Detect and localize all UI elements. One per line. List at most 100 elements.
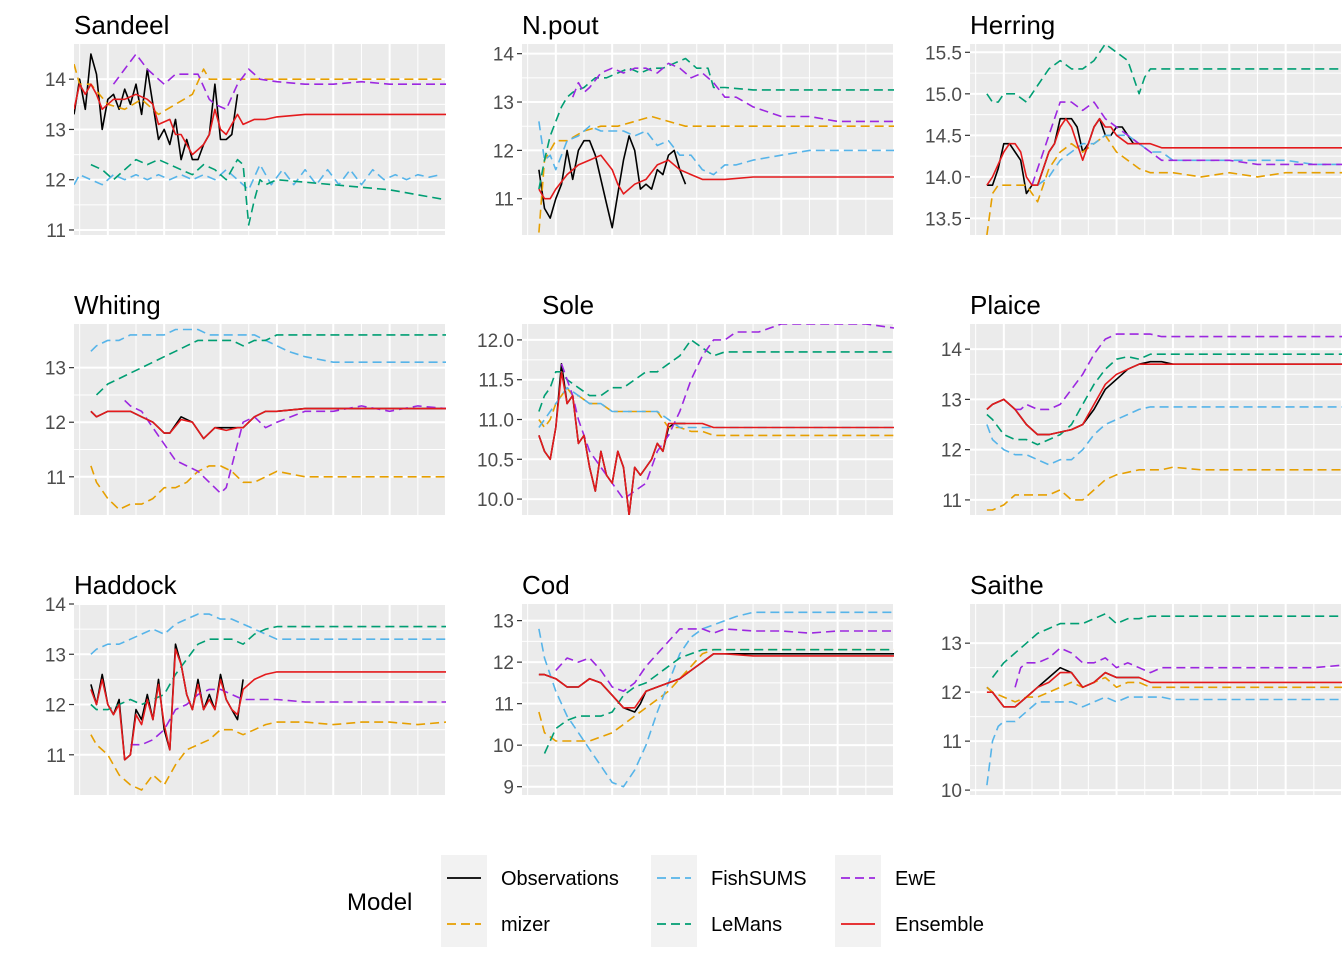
series-line-ewe bbox=[571, 62, 894, 123]
legend-item-fishsums: FishSUMS bbox=[651, 855, 807, 901]
legend-label: EwE bbox=[895, 868, 936, 890]
y-tick-label: 11 bbox=[46, 221, 66, 242]
legend-label: FishSUMS bbox=[711, 868, 807, 890]
y-tick-label: 11 bbox=[494, 190, 514, 211]
series-line-ensemble bbox=[538, 370, 894, 515]
panel-sole: 10.0 10.5 11.0 11.5 12.0 Sole bbox=[477, 290, 895, 515]
y-tick-label: 15.5 bbox=[925, 43, 962, 64]
y-tick-label: 10 bbox=[493, 736, 514, 757]
y-tick-label: 12 bbox=[45, 171, 66, 192]
legend-item-lemans: LeMans bbox=[651, 901, 782, 947]
series-line-mizer bbox=[90, 465, 446, 511]
y-tick-label: 14 bbox=[493, 45, 515, 66]
y-tick-label: 13 bbox=[941, 390, 962, 411]
series-line-observations bbox=[538, 135, 687, 229]
series-line-ewe bbox=[112, 53, 446, 111]
panel-title: Saithe bbox=[970, 570, 1044, 600]
series-line-observations bbox=[74, 53, 239, 161]
series-line-fishsums bbox=[538, 121, 894, 176]
series-line-ensemble bbox=[90, 648, 446, 761]
legend-item-mizer: mizer bbox=[441, 901, 550, 947]
y-tick-label: 14 bbox=[941, 340, 963, 361]
panel-title: Sole bbox=[542, 290, 594, 320]
panel-title: Plaice bbox=[970, 290, 1041, 320]
series-lines bbox=[90, 328, 446, 511]
y-tick-label: 14.5 bbox=[925, 126, 962, 147]
panel-saithe: 10 11 12 13 Saithe bbox=[941, 570, 1343, 802]
legend-label: LeMans bbox=[711, 914, 782, 936]
series-line-ewe bbox=[1014, 647, 1342, 688]
panel-n-pout: 11 12 13 14 N.pout bbox=[493, 10, 895, 235]
y-tick-label: 15.0 bbox=[925, 85, 962, 106]
y-tick-label: 10 bbox=[941, 781, 962, 802]
legend-items: Observations mizer FishSUMS LeMans EwE Ensemb… bbox=[441, 855, 984, 947]
legend-label: Ensemble bbox=[895, 914, 984, 936]
y-tick-label: 10.0 bbox=[477, 490, 514, 511]
y-tick-label: 12 bbox=[493, 141, 514, 162]
series-line-ensemble bbox=[538, 652, 894, 709]
series-line-lemans bbox=[986, 353, 1342, 446]
series-line-lemans bbox=[538, 57, 894, 190]
series-line-ensemble bbox=[986, 671, 1342, 708]
y-tick-label: 14 bbox=[45, 70, 67, 91]
y-tick-label: 11 bbox=[942, 732, 962, 753]
gridlines bbox=[970, 324, 1343, 515]
panel-title: N.pout bbox=[522, 10, 599, 40]
y-tick-label: 13 bbox=[941, 634, 962, 655]
series-line-fishsums bbox=[986, 696, 1342, 786]
y-tick-label: 12 bbox=[941, 683, 962, 704]
panel-whiting: 11 12 13 Whiting bbox=[45, 290, 447, 515]
series-line-lemans bbox=[986, 44, 1342, 103]
y-tick-label: 12 bbox=[941, 441, 962, 462]
panel-herring: 13.5 14.0 14.5 15.0 15.5 Herring bbox=[925, 10, 1343, 235]
y-tick-label: 11 bbox=[942, 491, 962, 512]
series-lines bbox=[74, 53, 446, 226]
y-tick-label: 11 bbox=[494, 695, 514, 716]
y-tick-label: 12.0 bbox=[477, 331, 514, 352]
series-lines bbox=[90, 613, 446, 791]
series-line-lemans bbox=[543, 648, 894, 754]
panel-title: Sandeel bbox=[74, 10, 169, 40]
panel-haddock: 11 12 13 14 Haddock bbox=[45, 570, 447, 795]
series-line-ewe bbox=[1031, 101, 1342, 186]
panel-plaice: 11 12 13 14 Plaice bbox=[941, 290, 1343, 515]
series-lines bbox=[538, 324, 894, 515]
panel-cod: 9 10 11 12 13 Cod bbox=[493, 570, 895, 799]
legend: Model Observations mizer FishSUMS LeMans EwE… bbox=[347, 855, 984, 947]
legend-item-observations: Observations bbox=[441, 855, 619, 901]
y-tick-label: 14 bbox=[45, 595, 67, 616]
panel-title: Haddock bbox=[74, 570, 178, 600]
series-line-lemans bbox=[90, 158, 446, 226]
legend-label: mizer bbox=[501, 914, 550, 936]
y-tick-label: 13.5 bbox=[925, 209, 962, 230]
gridlines bbox=[74, 603, 447, 795]
panel-sandeel: 11 12 13 14 Sandeel bbox=[45, 10, 447, 242]
series-line-mizer bbox=[538, 115, 894, 233]
y-tick-label: 13 bbox=[45, 120, 66, 141]
y-tick-label: 12 bbox=[45, 696, 66, 717]
y-tick-label: 13 bbox=[45, 645, 66, 666]
series-line-ensemble bbox=[986, 363, 1342, 436]
panel-title: Herring bbox=[970, 10, 1055, 40]
series-lines bbox=[986, 612, 1342, 786]
series-lines bbox=[986, 333, 1342, 511]
series-line-lemans bbox=[90, 625, 446, 711]
panel-title: Whiting bbox=[74, 290, 161, 320]
y-tick-label: 10.5 bbox=[477, 450, 514, 471]
series-line-ensemble bbox=[74, 83, 446, 156]
y-tick-label: 9 bbox=[503, 778, 514, 799]
y-tick-label: 13 bbox=[493, 93, 514, 114]
series-line-mizer bbox=[74, 63, 446, 116]
y-tick-label: 11.0 bbox=[478, 411, 514, 432]
y-tick-label: 11 bbox=[46, 746, 66, 767]
gridlines bbox=[970, 604, 1343, 795]
gridlines bbox=[522, 324, 895, 515]
series-line-fishsums bbox=[90, 328, 446, 364]
series-line-ewe bbox=[555, 628, 894, 693]
legend-title: Model bbox=[347, 889, 412, 916]
series-line-mizer bbox=[90, 721, 446, 791]
y-tick-label: 13 bbox=[45, 359, 66, 380]
gridlines bbox=[522, 604, 895, 795]
series-lines bbox=[986, 44, 1342, 235]
series-line-ensemble bbox=[986, 117, 1342, 186]
